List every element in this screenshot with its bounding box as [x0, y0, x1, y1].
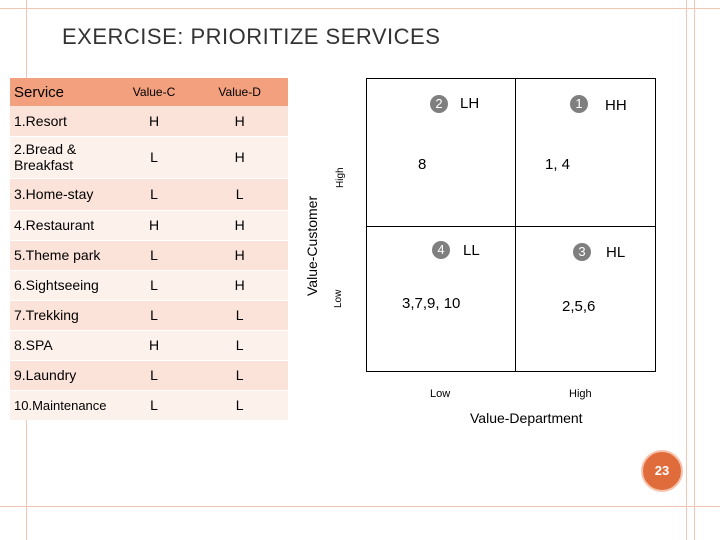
- cell-value-d: H: [191, 239, 288, 270]
- table-row: 3.Home-stay L L: [10, 177, 288, 210]
- quadrant-values-hl: 2,5,6: [562, 298, 596, 315]
- cell-service: 2.Bread & Breakfast: [10, 135, 117, 178]
- cell-service: 10.Maintenance: [10, 389, 117, 420]
- cell-value-c: H: [116, 209, 192, 240]
- header-service: Service: [10, 78, 117, 106]
- cell-service: 8.SPA: [10, 329, 117, 360]
- table-row: 1.Resort H H: [10, 106, 288, 136]
- cell-value-c: L: [116, 177, 192, 210]
- table-row: 10.Maintenance L L: [10, 389, 288, 420]
- cell-value-d: H: [191, 135, 288, 178]
- y-axis-high: High: [335, 167, 346, 188]
- cell-value-c: L: [116, 269, 192, 300]
- matrix-vertical-divider: [515, 78, 516, 372]
- quadrant-number-badge: 3: [573, 243, 591, 261]
- cell-value-d: L: [191, 359, 288, 390]
- table-row: 7.Trekking L L: [10, 299, 288, 330]
- cell-value-d: L: [191, 299, 288, 330]
- cell-value-c: L: [116, 239, 192, 270]
- table-header-row: Service Value-C Value-D: [10, 78, 288, 106]
- table-row: 6.Sightseeing L H: [10, 269, 288, 300]
- cell-service: 3.Home-stay: [10, 177, 117, 210]
- decor-line: [0, 8, 720, 9]
- matrix-horizontal-divider: [515, 226, 656, 227]
- cell-value-d: H: [191, 209, 288, 240]
- header-value-c: Value-C: [116, 78, 192, 106]
- cell-value-c: L: [116, 299, 192, 330]
- cell-service: 6.Sightseeing: [10, 269, 117, 300]
- quadrant-values-ll: 3,7,9, 10: [402, 295, 461, 312]
- quadrant-number-badge: 1: [570, 95, 588, 113]
- slide-title: EXERCISE: PRIORITIZE SERVICES: [62, 24, 441, 49]
- page-number-badge: 23: [641, 450, 683, 492]
- x-axis-low: Low: [430, 388, 451, 400]
- decor-line: [0, 506, 720, 507]
- cell-service: 5.Theme park: [10, 239, 117, 270]
- services-table: Service Value-C Value-D 1.Resort H H 2.B…: [10, 78, 288, 420]
- quadrant-number-badge: 2: [430, 95, 448, 113]
- cell-value-c: H: [116, 329, 192, 360]
- quadrant-label-hh: HH: [605, 97, 627, 114]
- x-axis-label: Value-Department: [470, 410, 583, 426]
- cell-service: 9.Laundry: [10, 359, 117, 390]
- matrix-horizontal-divider: [366, 226, 515, 227]
- cell-value-c: H: [116, 106, 192, 136]
- table-row: 5.Theme park L H: [10, 239, 288, 270]
- y-axis-label: Value-Customer: [304, 195, 320, 296]
- cell-value-d: H: [191, 269, 288, 300]
- decor-line: [686, 0, 687, 540]
- table-row: 2.Bread & Breakfast L H: [10, 135, 288, 178]
- cell-value-d: L: [191, 389, 288, 420]
- matrix-top-frame: [366, 78, 656, 226]
- decor-line: [694, 0, 695, 540]
- cell-service: 7.Trekking: [10, 299, 117, 330]
- quadrant-values-lh: 8: [418, 156, 427, 173]
- quadrant-label-ll: LL: [463, 242, 480, 259]
- x-axis-high: High: [569, 388, 592, 400]
- cell-value-d: L: [191, 177, 288, 210]
- quadrant-label-hl: HL: [606, 244, 626, 261]
- quadrant-number-badge: 4: [432, 241, 450, 259]
- y-axis-low: Low: [333, 289, 344, 308]
- cell-value-d: H: [191, 106, 288, 136]
- cell-service: 1.Resort: [10, 106, 117, 136]
- quadrant-values-hh: 1, 4: [545, 156, 571, 173]
- table-row: 8.SPA H L: [10, 329, 288, 360]
- quadrant-label-lh: LH: [460, 95, 480, 112]
- cell-value-c: L: [116, 359, 192, 390]
- matrix-bottom-frame: [366, 226, 656, 372]
- table-row: 9.Laundry L L: [10, 359, 288, 390]
- cell-value-c: L: [116, 135, 192, 178]
- cell-value-c: L: [116, 389, 192, 420]
- cell-service: 4.Restaurant: [10, 209, 117, 240]
- header-value-d: Value-D: [191, 78, 288, 106]
- table-row: 4.Restaurant H H: [10, 209, 288, 240]
- cell-value-d: L: [191, 329, 288, 360]
